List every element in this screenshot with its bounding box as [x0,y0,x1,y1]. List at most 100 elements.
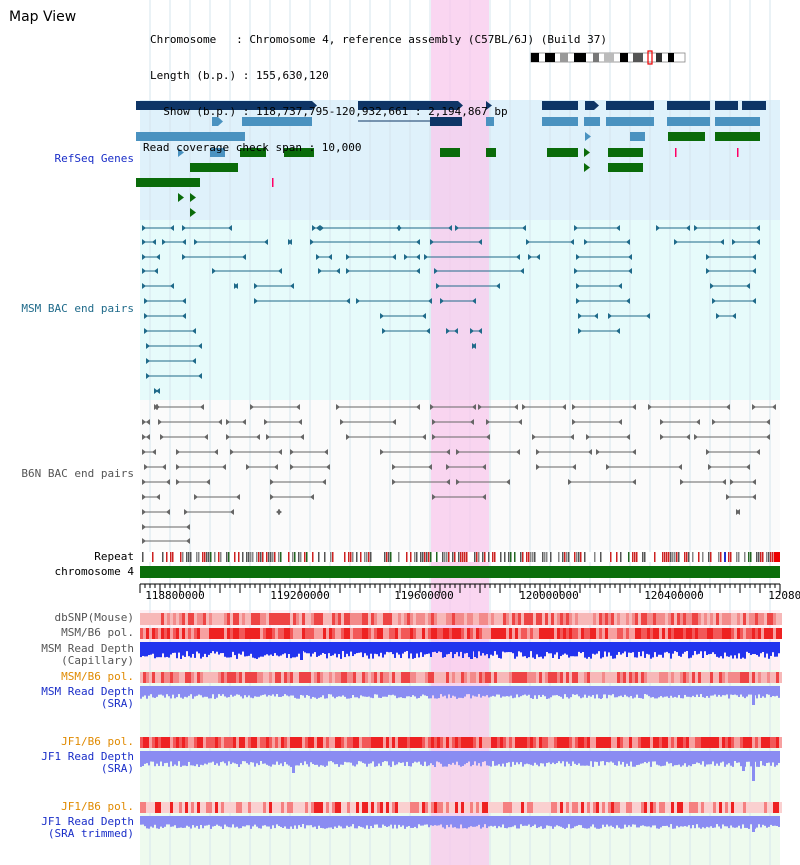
gene-exon-block [284,148,314,157]
polymorphism-cell [443,737,446,748]
repeat-element [466,552,468,562]
polymorphism-cell [293,737,296,748]
bac-end-marker [574,225,578,231]
polymorphism-cell [401,613,404,625]
read-depth-bar [164,816,166,827]
track-label-refseq[interactable]: RefSeq Genes [54,152,134,165]
polymorphism-cell [239,802,242,813]
polymorphism-cell [728,802,731,813]
bac-end-marker [608,313,612,319]
track-label-jf1-depth-sra[interactable]: JF1 Read Depth (SRA) [41,750,134,775]
polymorphism-cell [386,628,389,639]
repeat-element [198,552,200,562]
bac-end-marker [176,464,180,470]
read-depth-bar [150,816,152,827]
polymorphism-cell [155,672,158,683]
gene-exon-block [210,148,225,157]
repeat-element [654,552,656,562]
read-depth-bar [528,686,530,695]
polymorphism-cell [140,613,143,625]
read-depth-bar [570,816,572,829]
read-depth-bar [144,751,146,764]
polymorphism-cell [233,802,236,813]
repeat-element [414,552,416,562]
read-depth-bar [250,642,252,654]
read-depth-bar [576,816,578,826]
polymorphism-cell [716,613,719,625]
read-depth-bar [548,686,550,699]
read-depth-bar [326,816,328,829]
polymorphism-cell [713,802,716,813]
read-depth-bar [444,751,446,767]
read-depth-bar [542,686,544,695]
read-depth-bar [514,751,516,765]
read-depth-bar [712,751,714,762]
read-depth-bar [576,686,578,695]
track-label-msm-depth-capillary[interactable]: MSM Read Depth (Capillary) [41,642,134,667]
polymorphism-cell [701,672,704,683]
track-label-jf1-b6-pol-2[interactable]: JF1/B6 pol. [61,800,134,813]
read-depth-bar [276,816,278,825]
repeat-element [636,552,638,562]
read-depth-bar [322,686,324,696]
read-depth-bar [258,642,260,658]
read-depth-bar [364,751,366,764]
read-depth-bar [388,751,390,766]
polymorphism-cell [182,613,185,625]
read-depth-bar [632,816,634,825]
polymorphism-cell [413,802,416,813]
read-depth-bar [688,816,690,826]
polymorphism-cell [632,613,635,625]
track-label-b6n-bac[interactable]: B6N BAC end pairs [21,467,134,480]
read-depth-spike [752,751,755,781]
read-depth-bar [602,642,604,658]
read-depth-bar [244,751,246,762]
polymorphism-cell [200,737,203,748]
polymorphism-cell [719,628,722,639]
polymorphism-cell [455,672,458,683]
read-depth-bar [182,816,184,828]
polymorphism-cell [389,802,392,813]
track-label-dbsnp[interactable]: dbSNP(Mouse) [54,611,134,624]
polymorphism-cell [776,628,779,639]
polymorphism-cell [143,628,146,639]
polymorphism-cell [350,672,353,683]
read-depth-bar [168,642,170,658]
read-depth-bar [378,816,380,828]
read-depth-bar [734,686,736,695]
polymorphism-cell [581,613,584,625]
track-label-jf1-depth-trimmed[interactable]: JF1 Read Depth (SRA trimmed) [41,815,134,840]
read-depth-bar [362,642,364,658]
track-label-msm-depth-sra[interactable]: MSM Read Depth (SRA) [41,685,134,710]
read-depth-bar [358,642,360,653]
read-depth-bar [438,751,440,763]
read-depth-bar [646,642,648,654]
axis-tick-label: 119200000 [270,589,330,602]
polymorphism-cell [299,802,302,813]
track-label-msm-bac[interactable]: MSM BAC end pairs [21,302,134,315]
read-depth-bar [228,751,230,762]
polymorphism-cell [473,613,476,625]
bac-end-marker [382,328,386,334]
track-label-msm-b6-pol-2[interactable]: MSM/B6 pol. [61,670,134,683]
read-depth-bar [774,686,776,697]
read-depth-bar [276,686,278,695]
polymorphism-cell [506,802,509,813]
read-depth-bar [712,642,714,653]
polymorphism-cell [695,613,698,625]
read-depth-bar [428,751,430,766]
track-label-msm-b6-pol[interactable]: MSM/B6 pol. [61,626,134,639]
track-label-chromosome[interactable]: chromosome 4 [54,565,134,578]
polymorphism-cell [368,737,371,748]
read-depth-bar [442,816,444,828]
read-depth-bar [400,642,402,659]
read-depth-bar [370,816,372,826]
read-depth-bar [516,816,518,829]
polymorphism-cell [221,628,224,639]
bac-end-marker [594,313,598,319]
track-label-repeat[interactable]: Repeat [94,550,134,563]
repeat-element [424,552,426,562]
read-depth-bar [724,686,726,696]
track-label-jf1-b6-pol[interactable]: JF1/B6 pol. [61,735,134,748]
repeat-element [348,552,350,562]
